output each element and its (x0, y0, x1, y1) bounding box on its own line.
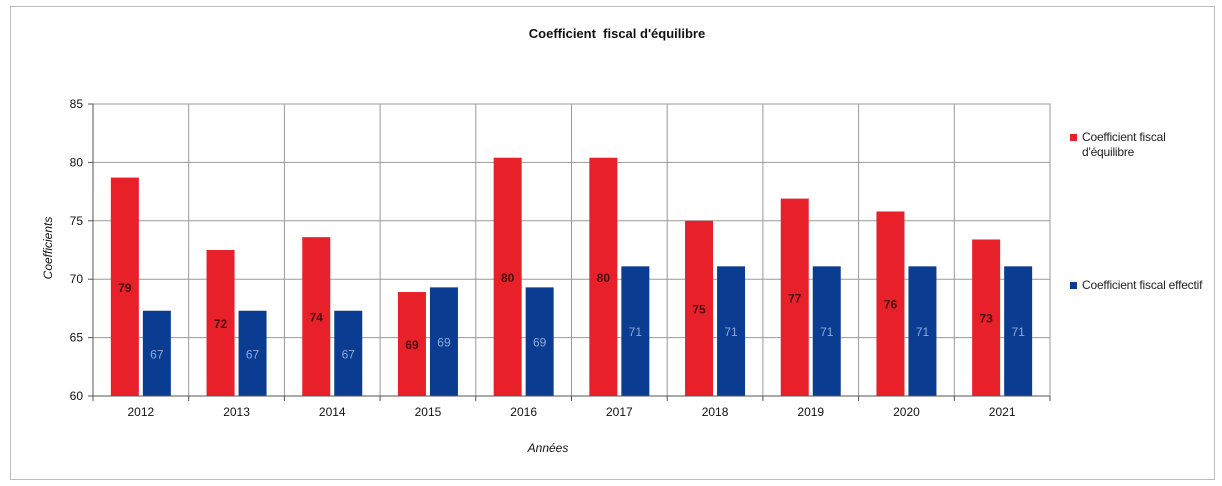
data-label-equilibre: 75 (692, 302, 706, 316)
bar-equilibre (206, 250, 235, 396)
y-tick-label: 65 (70, 331, 84, 345)
y-tick-label: 75 (70, 214, 84, 228)
data-label-effectif: 69 (533, 336, 547, 350)
y-tick-label: 80 (70, 155, 84, 169)
legend-swatch-equilibre (1070, 134, 1077, 141)
data-label-effectif: 67 (150, 347, 164, 361)
bar-equilibre (110, 177, 139, 396)
bar-effectif (238, 310, 267, 396)
x-tick-label: 2014 (319, 405, 346, 419)
data-label-effectif: 67 (342, 347, 356, 361)
data-label-equilibre: 80 (501, 271, 515, 285)
y-tick-label: 70 (70, 272, 84, 286)
bar-effectif (334, 310, 363, 396)
data-label-equilibre: 73 (979, 312, 993, 326)
axes: 60 65 70 75 80 85 2012 2013 2014 2015 2016 2017 2018… (70, 97, 1051, 419)
x-tick-label: 2013 (223, 405, 250, 419)
legend-label-effectif: Coefficient fiscal effectif (1082, 278, 1203, 292)
y-tick-label: 85 (70, 97, 84, 111)
bar-equilibre (493, 157, 522, 396)
data-label-equilibre: 77 (788, 291, 802, 305)
x-tick-label: 2020 (893, 405, 920, 419)
bar-equilibre (780, 198, 809, 396)
legend-label-equilibre: Coefficient fiscal d'équilibre (1082, 130, 1166, 159)
bar-effectif (1004, 266, 1033, 396)
y-tick-label: 60 (70, 389, 84, 403)
grid (92, 103, 1051, 397)
data-label-effectif: 67 (246, 347, 260, 361)
data-label-effectif: 71 (724, 325, 738, 339)
bar-equilibre (589, 157, 618, 396)
data-label-effectif: 71 (820, 325, 834, 339)
x-tick-label: 2018 (702, 405, 729, 419)
bar-equilibre (876, 211, 905, 396)
data-label-equilibre: 69 (405, 338, 419, 352)
bar-effectif (621, 266, 650, 396)
x-tick-label: 2012 (127, 405, 154, 419)
chart-title: Coefficient fiscal d'équilibre (529, 26, 705, 41)
x-tick-label: 2019 (797, 405, 824, 419)
bar-effectif (525, 287, 554, 396)
bar-effectif (142, 310, 171, 396)
bar-effectif (908, 266, 937, 396)
legend-item-effectif: Coefficient fiscal effectif (1070, 278, 1217, 293)
x-axis-label: Années (527, 441, 569, 455)
legend-item-equilibre: Coefficient fiscal d'équilibre (1070, 130, 1217, 160)
x-tick-label: 2016 (510, 405, 537, 419)
bar-effectif (717, 266, 746, 396)
bar-equilibre (685, 220, 714, 396)
data-label-equilibre: 79 (118, 281, 132, 295)
x-tick-label: 2021 (989, 405, 1016, 419)
bar-equilibre (972, 239, 1001, 396)
y-axis-label: Coefficients (41, 217, 55, 280)
legend-swatch-effectif (1070, 282, 1077, 289)
bars: 79 67 72 67 74 67 69 69 80 69 80 71 75 71 77 71 76 71 73 71 (110, 157, 1033, 396)
data-label-effectif: 71 (916, 325, 930, 339)
data-label-effectif: 71 (629, 325, 643, 339)
data-label-effectif: 69 (437, 336, 451, 350)
bar-effectif (812, 266, 841, 396)
data-label-equilibre: 80 (597, 271, 611, 285)
data-label-equilibre: 72 (214, 317, 228, 331)
x-tick-label: 2015 (415, 405, 442, 419)
bar-effectif (429, 287, 458, 396)
x-tick-label: 2017 (606, 405, 633, 419)
bar-equilibre (302, 237, 331, 396)
bar-equilibre (397, 292, 426, 396)
data-label-equilibre: 76 (884, 298, 898, 312)
data-label-equilibre: 74 (310, 311, 324, 325)
data-label-effectif: 71 (1011, 325, 1025, 339)
